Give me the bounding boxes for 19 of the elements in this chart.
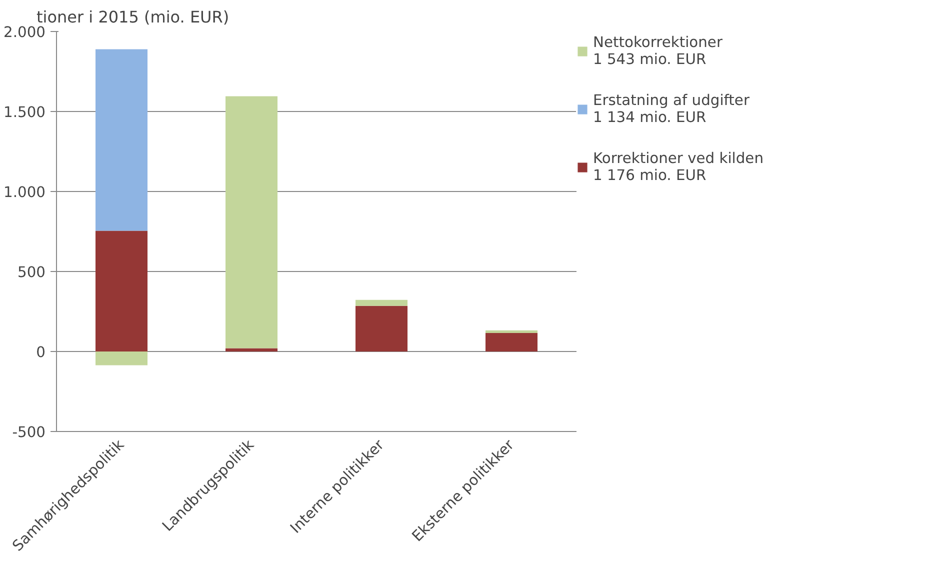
- bar: [486, 330, 538, 333]
- y-tick-label: 1.000: [4, 184, 46, 201]
- bar: [96, 230, 148, 352]
- y-tick-label: 500: [18, 264, 46, 281]
- y-tick-label: 2.000: [4, 24, 46, 41]
- bar: [96, 49, 148, 231]
- chart-title: tioner i 2015 (mio. EUR): [36, 8, 230, 26]
- y-tick-label: -500: [12, 424, 46, 441]
- bar: [486, 332, 538, 352]
- y-tick-label: 1.500: [4, 104, 46, 121]
- legend-label: Korrektioner ved kilden 1 176 mio. EUR: [593, 149, 764, 186]
- bar: [96, 352, 148, 366]
- bar: [226, 96, 278, 348]
- bar: [226, 348, 278, 352]
- legend-label: Nettokorrektioner 1 543 mio. EUR: [593, 33, 722, 70]
- bar: [356, 300, 408, 306]
- bar: [356, 306, 408, 352]
- y-tick-label: 0: [36, 344, 46, 361]
- legend-label: Erstatning af udgifter 1 134 mio. EUR: [593, 91, 750, 128]
